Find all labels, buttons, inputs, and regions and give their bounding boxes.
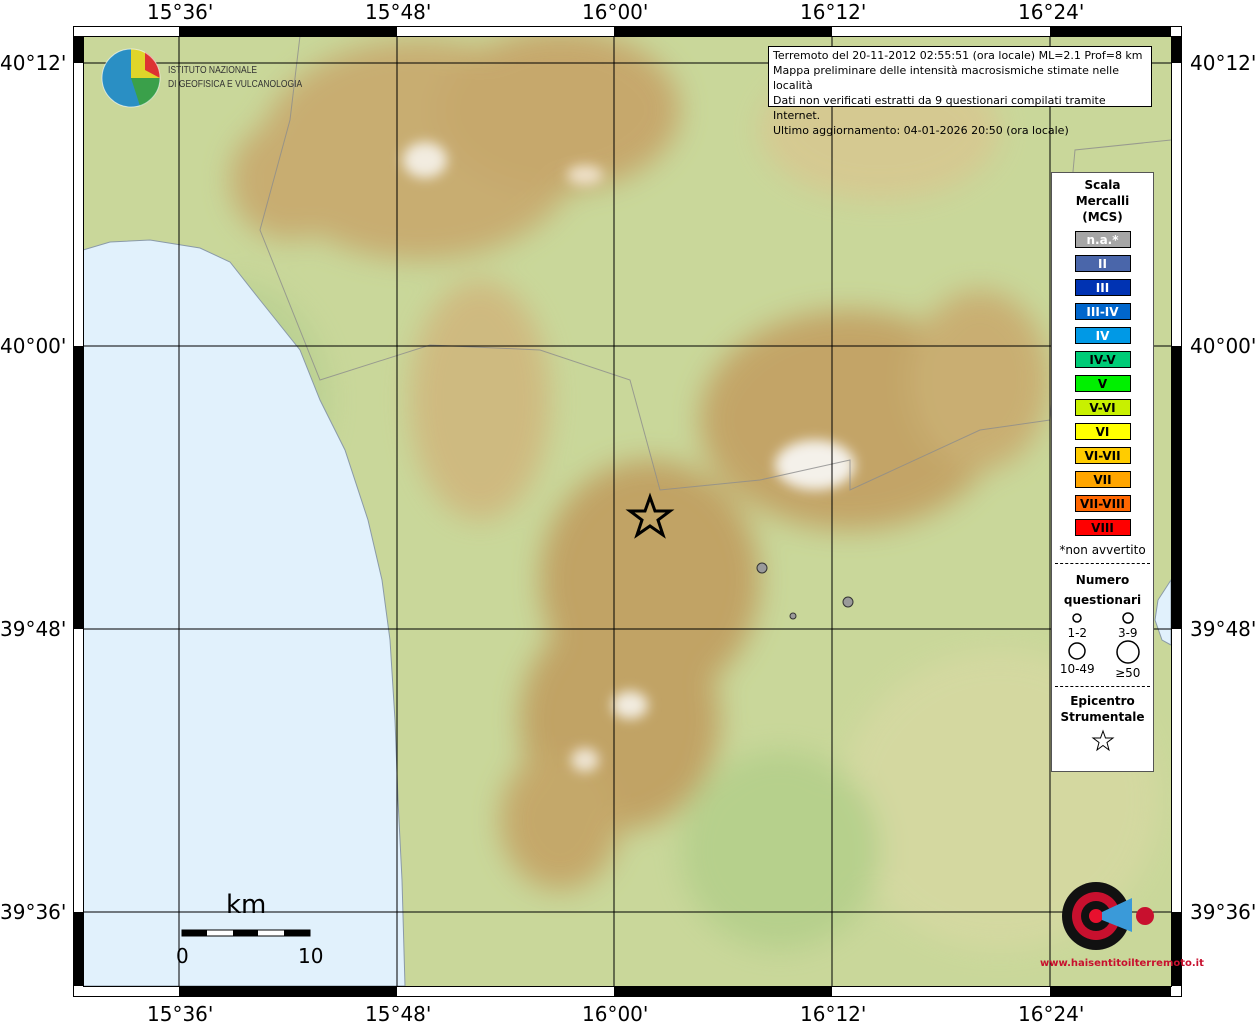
- intensity-swatch: IV-V: [1074, 351, 1131, 368]
- legend-title: Scala Mercalli (MCS): [1052, 177, 1153, 225]
- intensity-swatch: VI-VII: [1074, 447, 1131, 464]
- ingv-logo-icon: [101, 48, 161, 108]
- lat-tick-left: 40°00': [0, 334, 67, 358]
- ingv-line1: ISTITUTO NAZIONALE: [168, 65, 258, 76]
- lon-tick-top: 16°24': [1018, 0, 1085, 24]
- count-title-line: questionari: [1063, 593, 1142, 607]
- count-label: 10-49: [1059, 662, 1095, 676]
- ingv-logo-text: ISTITUTO NAZIONALE DI GEOFISICA E VULCAN…: [168, 64, 302, 92]
- epicenter-title-line: Epicentro: [1070, 694, 1135, 708]
- legend-footnote: *non avvertito: [1059, 543, 1146, 557]
- observation-points: [756, 562, 854, 620]
- scalebar-unit: km: [226, 890, 267, 920]
- graticule: [83, 36, 1171, 986]
- intensity-swatch: VII-VIII: [1074, 495, 1131, 512]
- lat-tick-right: 40°12': [1190, 51, 1255, 75]
- lat-tick-left: 39°48': [0, 617, 67, 641]
- observation-point[interactable]: [756, 562, 768, 574]
- intensity-swatch: V: [1074, 375, 1131, 392]
- observation-point[interactable]: [842, 596, 854, 608]
- intensity-swatch: V-VI: [1074, 399, 1131, 416]
- count-label: ≥50: [1115, 666, 1141, 680]
- intensity-swatch: III: [1074, 279, 1131, 296]
- lat-tick-left: 39°36': [0, 900, 67, 924]
- lon-tick-bottom: 16°12': [800, 1002, 867, 1026]
- intensity-swatch: VII: [1074, 471, 1131, 488]
- lon-tick-bottom: 15°36': [147, 1002, 214, 1026]
- hsit-logo-text: www.haisentitoilterremoto.it: [1040, 958, 1204, 969]
- lat-tick-left: 40°12': [0, 51, 67, 75]
- lon-tick-bottom: 16°00': [582, 1002, 649, 1026]
- count-size-item: 1-2: [1052, 610, 1103, 640]
- lat-tick-right: 40°00': [1190, 334, 1255, 358]
- count-size-item: ≥50: [1103, 640, 1154, 680]
- map-frame: [73, 26, 1182, 997]
- lon-tick-top: 15°36': [147, 0, 214, 24]
- epicenter-title-line: Strumentale: [1060, 710, 1145, 724]
- intensity-swatch: VIII: [1074, 519, 1131, 536]
- legend-title-line: Mercalli: [1075, 194, 1130, 208]
- lon-tick-bottom: 16°24': [1018, 1002, 1085, 1026]
- scalebar-start: 0: [176, 944, 189, 968]
- count-title-line: Numero: [1075, 573, 1130, 587]
- hsit-logo-icon: [1062, 882, 1154, 950]
- info-line: Dati non verificati estratti da 9 questi…: [773, 94, 1106, 122]
- legend-title-line: Scala: [1084, 178, 1121, 192]
- divider: [1055, 686, 1150, 687]
- count-sizes: 1-2 3-9 10-49 ≥50: [1052, 610, 1153, 680]
- legend-title-line: (MCS): [1082, 210, 1123, 224]
- info-line: Mappa preliminare delle intensità macros…: [773, 64, 1119, 92]
- lon-tick-top: 16°00': [582, 0, 649, 24]
- lat-tick-right: 39°48': [1190, 617, 1255, 641]
- scalebar: [181, 929, 311, 937]
- scalebar-end: 10: [298, 944, 324, 968]
- intensity-swatch: VI: [1074, 423, 1131, 440]
- intensity-swatch: IV: [1074, 327, 1131, 344]
- sea: [83, 239, 406, 986]
- lon-tick-bottom: 15°48': [365, 1002, 432, 1026]
- intensity-swatch: III-IV: [1074, 303, 1131, 320]
- observation-point[interactable]: [789, 612, 797, 620]
- event-info-box: Terremoto del 20-11-2012 02:55:51 (ora l…: [768, 46, 1152, 137]
- intensity-swatch: II: [1074, 255, 1131, 272]
- info-line: Ultimo aggiornamento: 04-01-2026 20:50 (…: [773, 124, 1069, 137]
- divider: [1055, 563, 1150, 564]
- count-label: 1-2: [1067, 626, 1088, 640]
- legend: Scala Mercalli (MCS) n.a.* II III III-IV IV I…: [1051, 172, 1154, 772]
- intensity-swatch: n.a.*: [1074, 231, 1131, 248]
- ingv-line2: DI GEOFISICA E VULCANOLOGIA: [168, 79, 303, 90]
- terrain: [83, 36, 1171, 986]
- count-size-item: 10-49: [1052, 640, 1103, 680]
- epicenter-star-icon: [625, 492, 675, 539]
- count-size-item: 3-9: [1103, 610, 1154, 640]
- intensity-scale: n.a.* II III III-IV IV IV-V V V-VI VI VI-VII VII VI…: [1052, 231, 1153, 536]
- info-line: Terremoto del 20-11-2012 02:55:51 (ora l…: [773, 49, 1143, 62]
- count-label: 3-9: [1117, 626, 1138, 640]
- lon-tick-top: 16°12': [800, 0, 867, 24]
- lat-tick-right: 39°36': [1190, 900, 1255, 924]
- lon-tick-top: 15°48': [365, 0, 432, 24]
- star-icon: [1091, 729, 1114, 752]
